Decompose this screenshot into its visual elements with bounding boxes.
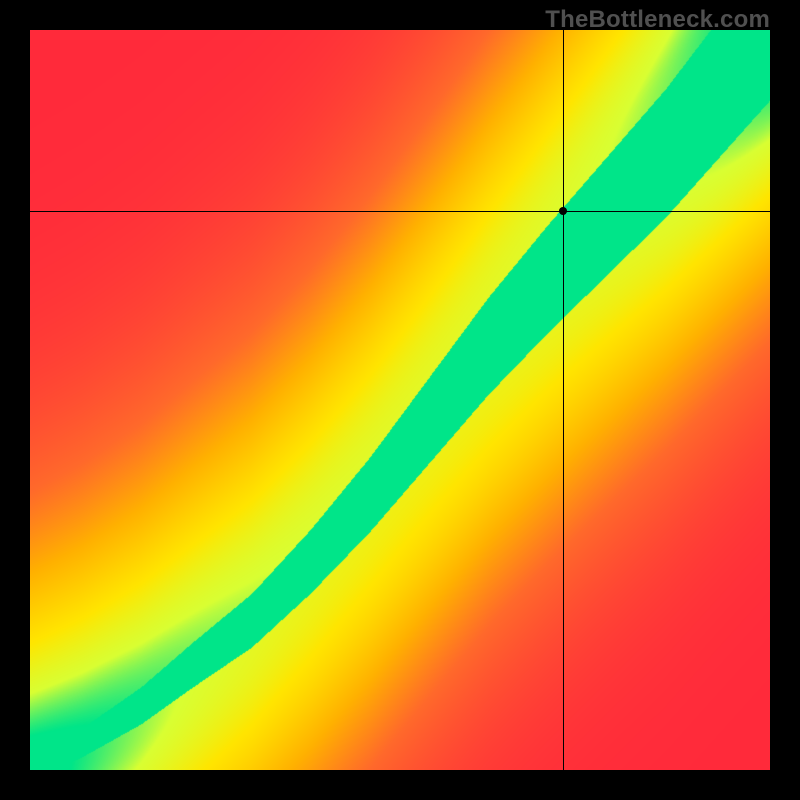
crosshair-horizontal — [30, 211, 770, 212]
chart-frame: TheBottleneck.com — [0, 0, 800, 800]
crosshair-vertical — [563, 30, 564, 770]
intersection-marker — [559, 207, 567, 215]
heatmap-canvas — [30, 30, 770, 770]
watermark-label: TheBottleneck.com — [545, 6, 770, 34]
